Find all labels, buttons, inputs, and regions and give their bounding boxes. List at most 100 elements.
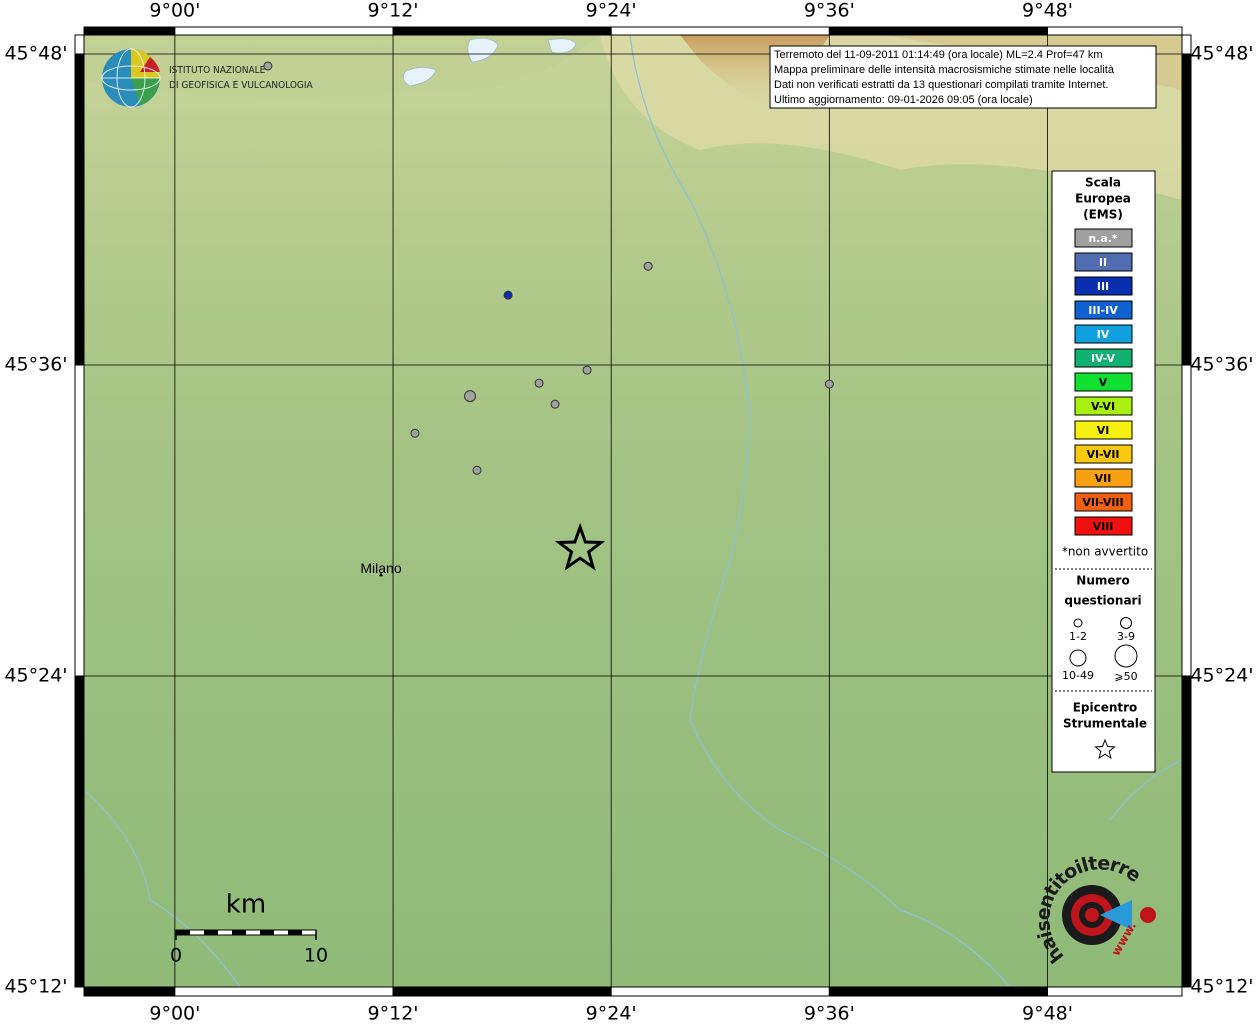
legend-title: (EMS) [1083,208,1123,222]
intensity-point [410,428,420,438]
epicenter-star [554,522,606,571]
logo-megaphone [1100,900,1132,930]
legend-size-circle [1073,618,1083,628]
x-tick-label: 9°48' [1022,0,1073,22]
legend-epicenter-title: Epicentro [1073,701,1138,715]
x-tick-label: 9°36' [804,0,855,22]
legend-swatch [1074,252,1133,272]
place-label: Milano [360,560,401,576]
frame-segment [1181,53,1192,366]
logo-ring [1085,908,1099,922]
legend-swatch [1074,300,1133,320]
scale-bar-segment [204,930,218,935]
institute-name: ISTITUTO NAZIONALE [169,65,266,76]
legend-swatch [1074,468,1133,488]
frame-segment [392,26,612,36]
legend-label: VI-VII [1086,448,1119,461]
legend-swatch [1074,228,1133,248]
frame-segment [74,34,85,55]
legend-swatch [1074,396,1133,416]
x-tick-label: 9°12' [368,0,419,22]
info-box-frame [769,45,1157,109]
intensity-point [582,365,592,375]
x-tick-label: 9°24' [586,1003,637,1024]
ingv-logo: ISTITUTO NAZIONALE DI GEOFISICA E VULCAN… [101,48,314,108]
map-border [83,34,1183,988]
scale-bar-segment [232,930,246,935]
legend-swatch [1074,492,1133,512]
y-tick-label: 45°24' [1190,664,1253,686]
frame-segment [74,53,85,366]
logo-question [1140,907,1156,923]
legend-swatch [1074,420,1133,440]
map-marks: Milano [263,61,834,577]
x-tick-label: 9°36' [804,1003,855,1024]
frame-segment [174,26,394,36]
scale-tick-label: 0 [170,945,182,967]
legend: Scala Europea (EMS) *non avvertito Numer… [1051,170,1156,773]
legend-label: VIII [1093,520,1114,533]
intensity-point [503,290,513,300]
frame-segment [1181,675,1192,988]
legend-size-title: Numero [1076,574,1129,588]
terrain [84,35,1182,987]
intensity-point [464,390,477,403]
intensity-point [472,465,482,475]
x-tick-label: 9°24' [586,0,637,22]
legend-title: Europea [1075,192,1131,206]
frame-segment [1181,364,1192,677]
intensity-point [534,378,544,388]
legend-label: V-VI [1091,400,1115,413]
legend-label: VII [1095,472,1112,485]
frame-segment [1047,26,1183,36]
legend-size-label: 1-2 [1069,630,1087,643]
scale-tick-label: 10 [304,945,328,967]
y-tick-label: 45°36' [4,353,67,375]
legend-label: IV [1097,328,1110,341]
legend-size-label: 3-9 [1117,630,1135,643]
legend-label: VI [1097,424,1110,437]
frame-segment [610,26,830,36]
frame-segment [83,986,176,997]
legend-note: *non avvertito [1062,545,1148,559]
legend-size-label: ⩾50 [1114,670,1137,683]
legend-size-circle [1114,644,1138,668]
x-tick-label: 9°00' [149,0,200,22]
frame-segment [74,364,85,677]
legend-label: III [1097,280,1109,293]
y-tick-label: 45°24' [4,664,67,686]
legend-swatch [1074,276,1133,296]
legend-label: III-IV [1088,304,1118,317]
scale-bar: km [226,890,266,920]
x-tick-label: 9°00' [149,1003,200,1024]
frame-segment [74,675,85,988]
frame-segment [828,986,1049,997]
legend-swatch [1074,444,1133,464]
logo-segment [131,78,160,105]
y-tick-label: 45°36' [1190,353,1253,375]
scale-bar-segment [260,930,274,935]
frame-segment [828,26,1049,36]
legend-title: Scala [1085,176,1121,190]
place-marker [379,572,384,577]
x-tick-label: 9°48' [1022,1003,1073,1024]
y-tick-label: 45°12' [4,976,67,998]
intensity-point [550,399,560,409]
logo-segment [140,57,160,72]
scale-unit: km [226,890,266,920]
frame-segment [610,986,830,997]
info-line: Ultimo aggiornamento: 09-01-2026 09:05 (… [774,94,1033,106]
info-box: Terremoto del 11-09-2011 01:14:49 (ora l… [769,45,1157,109]
scale-bar-ticks: 0 10 [170,929,328,967]
intensity-point [643,261,653,271]
y-tick-label: 45°48' [1190,42,1253,64]
scale-bar-segment [176,930,190,935]
legend-swatch [1074,324,1133,344]
frame-segment [83,26,176,36]
legend-epicenter-title: Strumentale [1063,717,1147,731]
legend-label: n.a.* [1088,232,1118,245]
legend-label: VII-VIII [1082,496,1123,509]
institute-name: DI GEOFISICA E VULCANOLOGIA [169,80,314,91]
intensity-point [824,379,834,389]
